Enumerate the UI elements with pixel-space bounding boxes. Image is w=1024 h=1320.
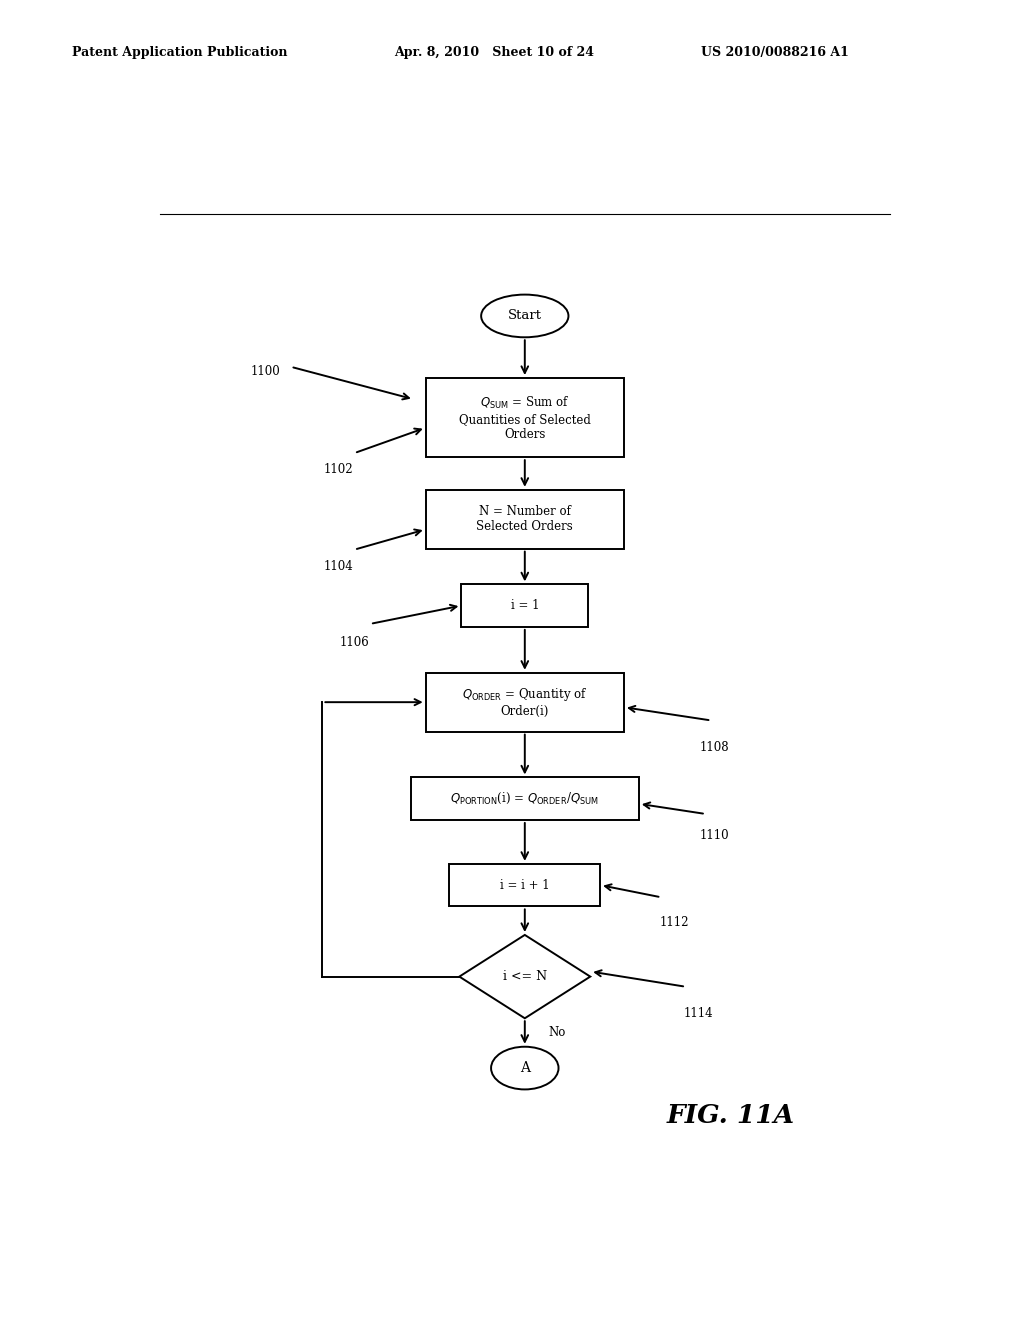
Text: Start: Start (508, 309, 542, 322)
Text: No: No (549, 1027, 566, 1039)
Bar (411, 777, 639, 820)
Text: A: A (520, 1061, 529, 1074)
Text: Apr. 8, 2010   Sheet 10 of 24: Apr. 8, 2010 Sheet 10 of 24 (394, 46, 594, 59)
Ellipse shape (492, 1047, 558, 1089)
Text: US 2010/0088216 A1: US 2010/0088216 A1 (701, 46, 849, 59)
Text: 1108: 1108 (699, 741, 729, 754)
Text: Patent Application Publication: Patent Application Publication (72, 46, 287, 59)
Text: i = 1: i = 1 (511, 599, 539, 612)
Ellipse shape (481, 294, 568, 338)
Bar (426, 673, 624, 731)
Text: 1112: 1112 (659, 916, 689, 928)
Text: i = i + 1: i = i + 1 (500, 879, 550, 891)
Text: 1114: 1114 (684, 1007, 713, 1020)
Text: $Q_{\mathrm{PORTION}}$(i) = $Q_{\mathrm{ORDER}}$/$Q_{\mathrm{SUM}}$: $Q_{\mathrm{PORTION}}$(i) = $Q_{\mathrm{… (451, 791, 599, 807)
Polygon shape (460, 935, 590, 1018)
Text: $Q_{\mathrm{SUM}}$ = Sum of
Quantities of Selected
Orders: $Q_{\mathrm{SUM}}$ = Sum of Quantities o… (459, 395, 591, 441)
Text: i <= N: i <= N (503, 970, 547, 983)
Bar (450, 863, 600, 907)
Text: 1106: 1106 (339, 636, 369, 649)
Bar (461, 585, 588, 627)
Text: 1110: 1110 (699, 829, 729, 842)
Text: $Q_{\mathrm{ORDER}}$ = Quantity of
Order(i): $Q_{\mathrm{ORDER}}$ = Quantity of Order… (462, 686, 588, 718)
Text: 1100: 1100 (251, 366, 281, 379)
Bar (426, 378, 624, 457)
Text: N = Number of
Selected Orders: N = Number of Selected Orders (476, 506, 573, 533)
Text: FIG. 11A: FIG. 11A (667, 1104, 796, 1129)
Bar (426, 490, 624, 549)
Text: 1102: 1102 (324, 463, 353, 477)
Text: 1104: 1104 (324, 560, 353, 573)
